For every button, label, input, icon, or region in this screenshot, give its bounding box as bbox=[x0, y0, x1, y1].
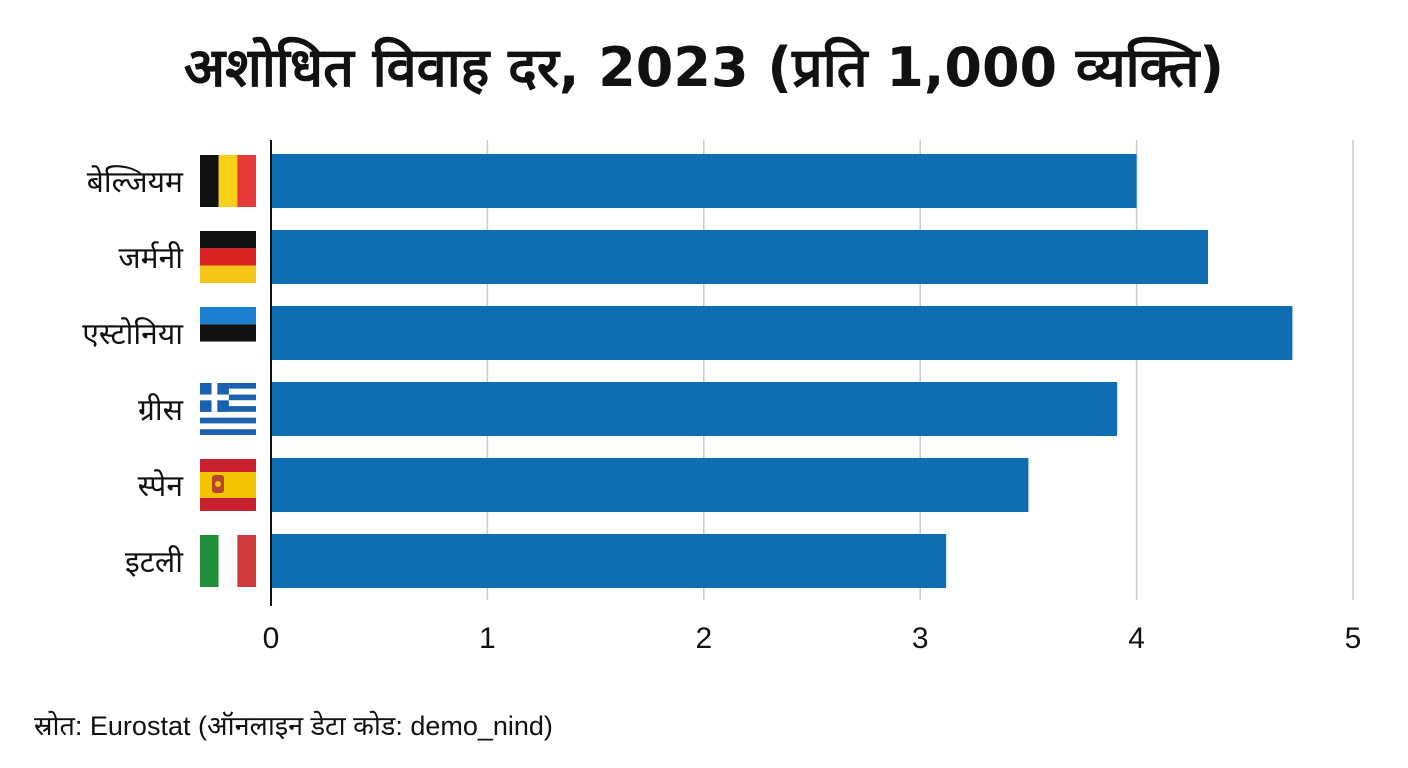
greece-flag-icon bbox=[200, 383, 256, 435]
estonia-flag-icon bbox=[200, 307, 256, 359]
category-label: जर्मनी bbox=[118, 241, 184, 276]
bar-chart: 0 1 2 3 4 5 बेल्जियम जर्मनी एस्टोनिया ग्रीस स्पेन… bbox=[82, 140, 1362, 655]
chart-title: अशोधित विवाह दर, 2023 (प्रति 1,000 व्यक्… bbox=[183, 36, 1225, 99]
category-label: ग्रीस bbox=[138, 393, 184, 428]
category-labels: बेल्जियम जर्मनी एस्टोनिया ग्रीस स्पेन इटली bbox=[82, 165, 184, 580]
bars bbox=[272, 154, 1293, 588]
belgium-flag-icon bbox=[200, 155, 256, 207]
grid-lines bbox=[486, 140, 1354, 600]
bar bbox=[272, 534, 947, 588]
bar bbox=[272, 382, 1118, 436]
x-tick-label: 0 bbox=[263, 622, 280, 655]
germany-flag-icon bbox=[200, 231, 256, 283]
category-label: स्पेन bbox=[138, 469, 185, 504]
x-tick-label: 2 bbox=[695, 622, 712, 655]
bar bbox=[272, 230, 1209, 284]
category-label: एस्टोनिया bbox=[82, 317, 184, 352]
x-tick-label: 3 bbox=[912, 622, 929, 655]
source-note: स्रोत: Eurostat (ऑनलाइन डेटा कोड: demo_n… bbox=[34, 711, 553, 741]
category-label: इटली bbox=[125, 545, 184, 580]
bar bbox=[272, 154, 1137, 208]
x-tick-label: 1 bbox=[479, 622, 496, 655]
x-tick-label: 4 bbox=[1128, 622, 1145, 655]
category-label: बेल्जियम bbox=[87, 165, 184, 200]
bar bbox=[272, 306, 1293, 360]
x-tick-label: 5 bbox=[1345, 622, 1362, 655]
axes: 0 1 2 3 4 5 bbox=[263, 140, 1362, 655]
spain-flag-icon bbox=[200, 459, 256, 511]
italy-flag-icon bbox=[200, 535, 256, 587]
bar bbox=[272, 458, 1029, 512]
flags bbox=[200, 155, 256, 587]
